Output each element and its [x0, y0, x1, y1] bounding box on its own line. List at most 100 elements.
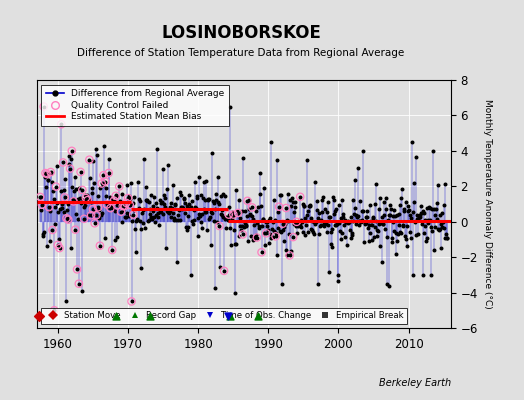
- Point: [416, 212, 424, 218]
- Point: [294, 222, 302, 228]
- Point: [282, 217, 291, 224]
- Point: [166, 204, 174, 210]
- Point: [355, 222, 363, 228]
- Point: [439, 219, 447, 225]
- Point: [112, 312, 120, 319]
- Point: [141, 225, 149, 232]
- Point: [94, 215, 103, 221]
- Point: [201, 209, 210, 216]
- Point: [274, 209, 282, 216]
- Point: [71, 174, 79, 180]
- Point: [205, 216, 214, 222]
- Point: [68, 148, 76, 154]
- Point: [77, 169, 85, 175]
- Point: [402, 222, 411, 229]
- Point: [164, 162, 172, 168]
- Point: [60, 209, 69, 215]
- Point: [237, 208, 246, 214]
- Point: [337, 197, 346, 203]
- Point: [78, 288, 86, 295]
- Point: [291, 204, 300, 210]
- Point: [207, 242, 215, 248]
- Point: [163, 209, 172, 215]
- Point: [115, 183, 124, 190]
- Point: [433, 226, 442, 232]
- Point: [89, 206, 97, 212]
- Point: [126, 196, 135, 202]
- Point: [319, 194, 327, 200]
- Point: [310, 218, 318, 225]
- Point: [342, 218, 350, 225]
- Point: [155, 222, 163, 228]
- Point: [106, 194, 114, 200]
- Point: [270, 197, 279, 203]
- Point: [250, 235, 259, 242]
- Point: [98, 210, 106, 216]
- Point: [89, 206, 97, 212]
- Point: [292, 219, 301, 225]
- Point: [243, 213, 251, 220]
- Point: [386, 202, 394, 208]
- Point: [69, 196, 77, 202]
- Point: [216, 264, 224, 270]
- Point: [252, 208, 260, 214]
- Point: [135, 195, 144, 202]
- Point: [393, 238, 401, 244]
- Point: [272, 230, 280, 236]
- Point: [203, 227, 211, 233]
- Point: [385, 212, 393, 218]
- Point: [134, 205, 143, 211]
- Point: [266, 214, 275, 221]
- Point: [190, 207, 199, 214]
- Point: [204, 196, 212, 203]
- Point: [67, 156, 75, 162]
- Point: [431, 224, 440, 230]
- Point: [438, 210, 446, 216]
- Point: [288, 194, 296, 201]
- Point: [191, 204, 200, 210]
- Point: [52, 184, 60, 190]
- Point: [320, 220, 328, 226]
- Point: [112, 193, 120, 199]
- Point: [315, 210, 323, 216]
- Point: [127, 180, 135, 186]
- Point: [423, 234, 431, 241]
- Point: [297, 224, 305, 230]
- Point: [69, 198, 78, 204]
- Point: [50, 307, 59, 314]
- Point: [230, 227, 238, 233]
- Point: [176, 217, 184, 223]
- Point: [297, 217, 305, 224]
- Point: [381, 194, 390, 201]
- Point: [365, 222, 373, 228]
- Point: [188, 198, 196, 204]
- Point: [302, 156, 311, 163]
- Point: [373, 233, 381, 240]
- Point: [181, 200, 189, 206]
- Point: [146, 206, 155, 212]
- Point: [43, 177, 52, 183]
- Point: [346, 226, 354, 233]
- Point: [304, 229, 312, 235]
- Point: [341, 234, 349, 240]
- Point: [104, 201, 112, 207]
- Point: [435, 226, 443, 233]
- Point: [248, 216, 257, 222]
- Point: [96, 185, 105, 191]
- Point: [383, 280, 391, 287]
- Point: [436, 245, 445, 251]
- Point: [298, 228, 307, 235]
- Point: [183, 203, 191, 210]
- Point: [303, 212, 311, 218]
- Point: [184, 213, 192, 219]
- Point: [314, 215, 322, 221]
- Point: [192, 193, 201, 200]
- Point: [82, 198, 91, 204]
- Point: [242, 222, 250, 229]
- Point: [143, 198, 151, 204]
- Point: [121, 203, 129, 209]
- Point: [51, 204, 59, 210]
- Point: [59, 159, 67, 166]
- Point: [122, 200, 130, 206]
- Point: [374, 227, 382, 234]
